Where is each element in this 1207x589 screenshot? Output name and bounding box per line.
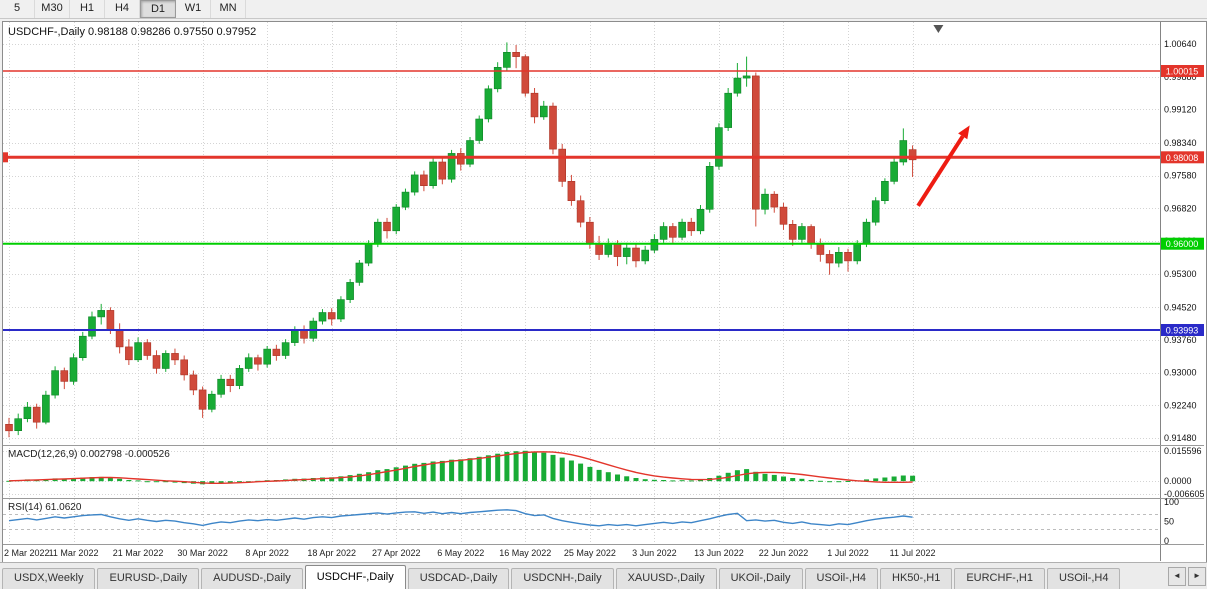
chart-tab-eurchf-h1[interactable]: EURCHF-,H1 [954,568,1045,589]
macd-label: MACD(12,26,9) 0.002798 -0.000526 [8,449,170,460]
chart-tab-hk50-h1[interactable]: HK50-,H1 [880,568,953,589]
date-label: 6 May 2022 [437,548,484,558]
macd-axis-label: -0.006605 [1164,489,1204,499]
date-label: 1 Jul 2022 [827,548,869,558]
svg-text:0.96000: 0.96000 [1166,239,1199,249]
timeframe-button-MN[interactable]: MN [211,0,246,18]
chart-tab-bar: USDX,Weekly EURUSD-,Daily AUDUSD-,Daily USD… [0,562,1207,589]
y-axis-label: 0.96820 [1164,203,1197,213]
rsi-axis-label: 0 [1164,536,1169,546]
chart-tab-usoil-h4[interactable]: USOil-,H4 [1046,568,1121,589]
svg-text:0.93993: 0.93993 [1166,326,1199,336]
y-axis-label: 0.92240 [1164,400,1197,410]
date-label: 22 Jun 2022 [759,548,809,558]
date-label: 11 Mar 2022 [49,548,99,558]
chart-background [3,22,1204,561]
y-axis-label: 0.98340 [1164,138,1197,148]
macd-axis-label: 0.015596 [1164,446,1202,456]
chart-title: USDCHF-,Daily 0.98188 0.98286 0.97550 0.… [8,26,256,38]
date-label: 27 Apr 2022 [372,548,421,558]
timeframe-button-M30[interactable]: M30 [35,0,70,18]
price-badge-1.00015: 1.00015 [1161,65,1204,77]
date-label: 3 Jun 2022 [632,548,677,558]
chart-tab-usdcad-daily[interactable]: USDCAD-,Daily [407,568,510,589]
svg-text:1.00015: 1.00015 [1166,67,1199,77]
tab-scroll-left-icon[interactable]: ◄ [1168,567,1186,586]
date-label: 13 Jun 2022 [694,548,744,558]
y-axis-label: 0.94520 [1164,302,1197,312]
chart-tab-usdchf-daily[interactable]: USDCHF-,Daily [304,565,406,589]
timeframe-button-5[interactable]: 5 [0,0,35,18]
chart-window[interactable]: 1.006400.998800.991200.983400.975800.968… [2,21,1207,564]
chart-tab-xauusd-daily[interactable]: XAUUSD-,Daily [615,568,717,589]
date-label: 2 Mar 2022 [4,548,50,558]
date-label: 21 Mar 2022 [113,548,164,558]
y-axis-label: 1.00640 [1164,39,1197,49]
timeframe-button-H4[interactable]: H4 [105,0,140,18]
macd-axis-label: 0.0000 [1164,476,1192,486]
rsi-axis-label: 100 [1164,497,1179,507]
chart-tab-usoil-h4[interactable]: USOil-,H4 [804,568,879,589]
date-label: 16 May 2022 [499,548,551,558]
date-label: 11 Jul 2022 [890,548,936,558]
timeframe-button-D1[interactable]: D1 [140,0,176,18]
date-label: 8 Apr 2022 [245,548,289,558]
timeframe-toolbar: 5 M30 H1 H4 D1 W1 MN [0,0,1207,19]
macd-signal-line [8,451,913,484]
svg-text:0.98008: 0.98008 [1166,153,1199,163]
chart-tab-eurusd-daily[interactable]: EURUSD-,Daily [97,568,200,589]
chart-tab-usdcnh-daily[interactable]: USDCNH-,Daily [511,568,614,589]
price-axis[interactable] [1160,22,1204,561]
rsi-label: RSI(14) 61.0620 [8,502,82,513]
price-badge-0.93993: 0.93993 [1161,324,1204,336]
current-price-left-marker [3,152,8,163]
y-axis-label: 0.91480 [1164,433,1197,443]
grid [3,22,1160,544]
rsi-axis-label: 50 [1164,517,1174,527]
price-badge-0.98008: 0.98008 [1161,151,1204,164]
price-badge-0.96000: 0.96000 [1161,237,1204,250]
y-axis-label: 0.97580 [1164,171,1197,181]
y-axis-label: 0.99120 [1164,104,1197,114]
timeframe-button-H1[interactable]: H1 [70,0,105,18]
date-label: 25 May 2022 [564,548,616,558]
timeframe-button-W1[interactable]: W1 [176,0,211,18]
chart-tab-audusd-daily[interactable]: AUDUSD-,Daily [201,568,303,589]
rsi-line [8,509,913,527]
chart-canvas[interactable]: 1.006400.998800.991200.983400.975800.968… [3,22,1204,561]
chart-tab-usdx-weekly[interactable]: USDX,Weekly [2,568,96,589]
y-axis-label: 0.93000 [1164,368,1197,378]
chart-shift-marker-icon[interactable] [933,25,944,33]
trend-arrow-annotation[interactable] [916,125,970,207]
date-label: 30 Mar 2022 [177,548,228,558]
time-axis[interactable]: 2 Mar 2022 11 Mar 2022 21 Mar 2022 30 Mar 2… [4,548,935,558]
y-axis-label: 0.93760 [1164,335,1197,345]
candlestick-series [5,42,917,438]
y-axis-label: 0.95300 [1164,269,1197,279]
chart-tab-ukoil-daily[interactable]: UKOil-,Daily [718,568,803,589]
date-label: 18 Apr 2022 [307,548,356,558]
tab-scroll-right-icon[interactable]: ► [1188,567,1206,586]
